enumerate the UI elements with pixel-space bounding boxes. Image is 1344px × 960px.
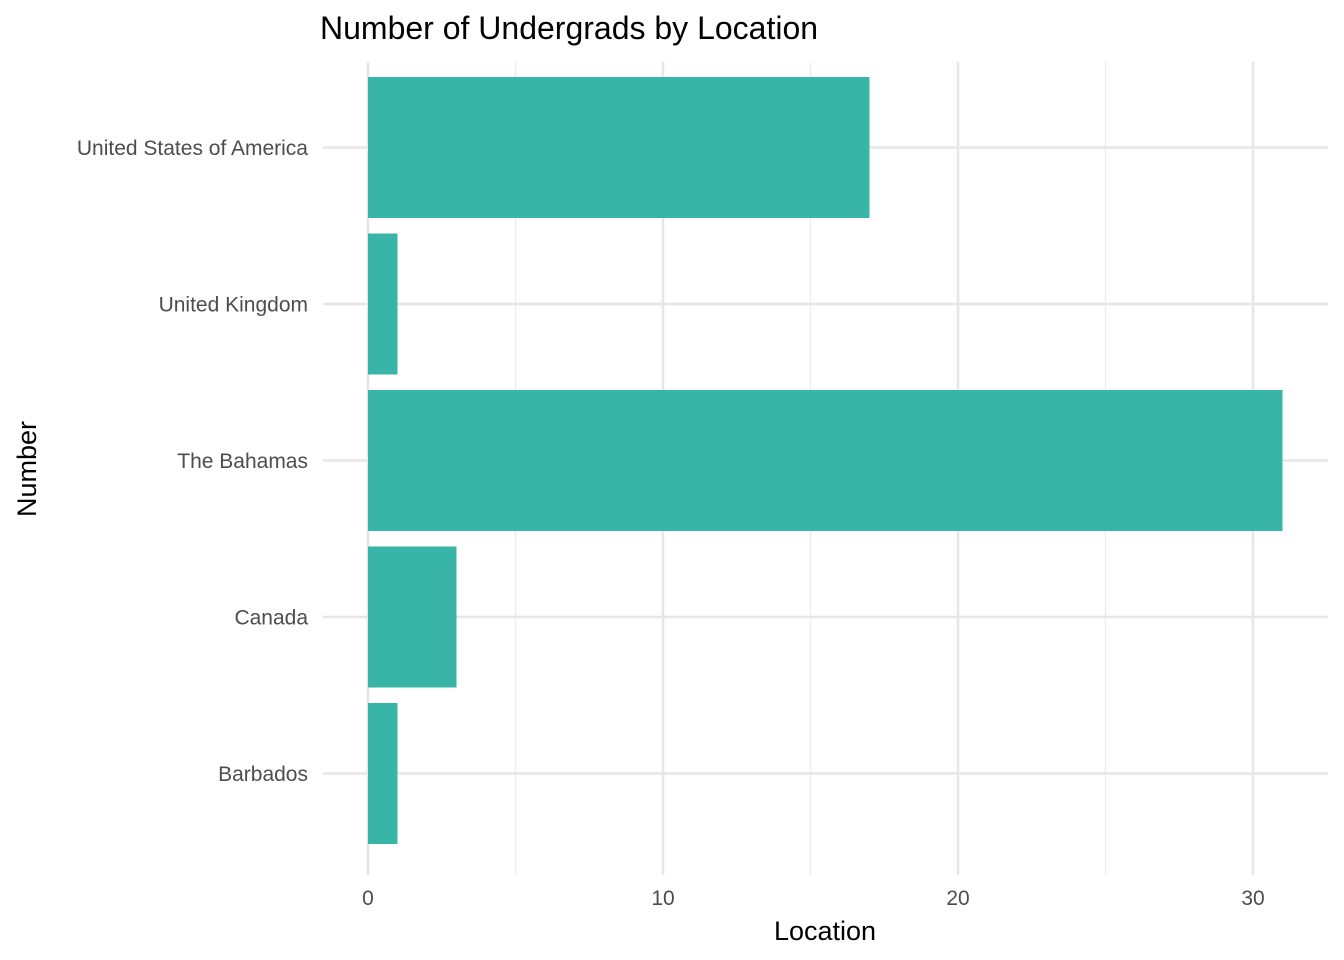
y-axis-title: Number [12, 421, 42, 517]
x-tick-labels: 0 10 20 30 [362, 887, 1265, 910]
y-tick-labels: United States of America United Kingdom Th… [77, 137, 308, 786]
chart-title: Number of Undergrads by Location [320, 10, 818, 46]
y-tick-label: Canada [234, 607, 308, 630]
bar-the-bahamas [368, 390, 1283, 531]
bar-united-kingdom [368, 233, 398, 375]
y-tick-label: Barbados [218, 763, 308, 786]
bars [368, 77, 1283, 844]
x-tick-label: 10 [651, 887, 674, 910]
x-tick-label: 20 [946, 887, 969, 910]
y-tick-label: United Kingdom [159, 294, 308, 317]
x-tick-label: 30 [1241, 887, 1264, 910]
bar-united-states-of-america [368, 77, 870, 218]
y-tick-label: The Bahamas [177, 450, 308, 473]
bar-canada [368, 546, 457, 688]
y-tick-label: United States of America [77, 137, 308, 160]
x-axis-title: Location [774, 916, 876, 946]
x-tick-label: 0 [362, 887, 374, 910]
bar-barbados [368, 703, 398, 844]
